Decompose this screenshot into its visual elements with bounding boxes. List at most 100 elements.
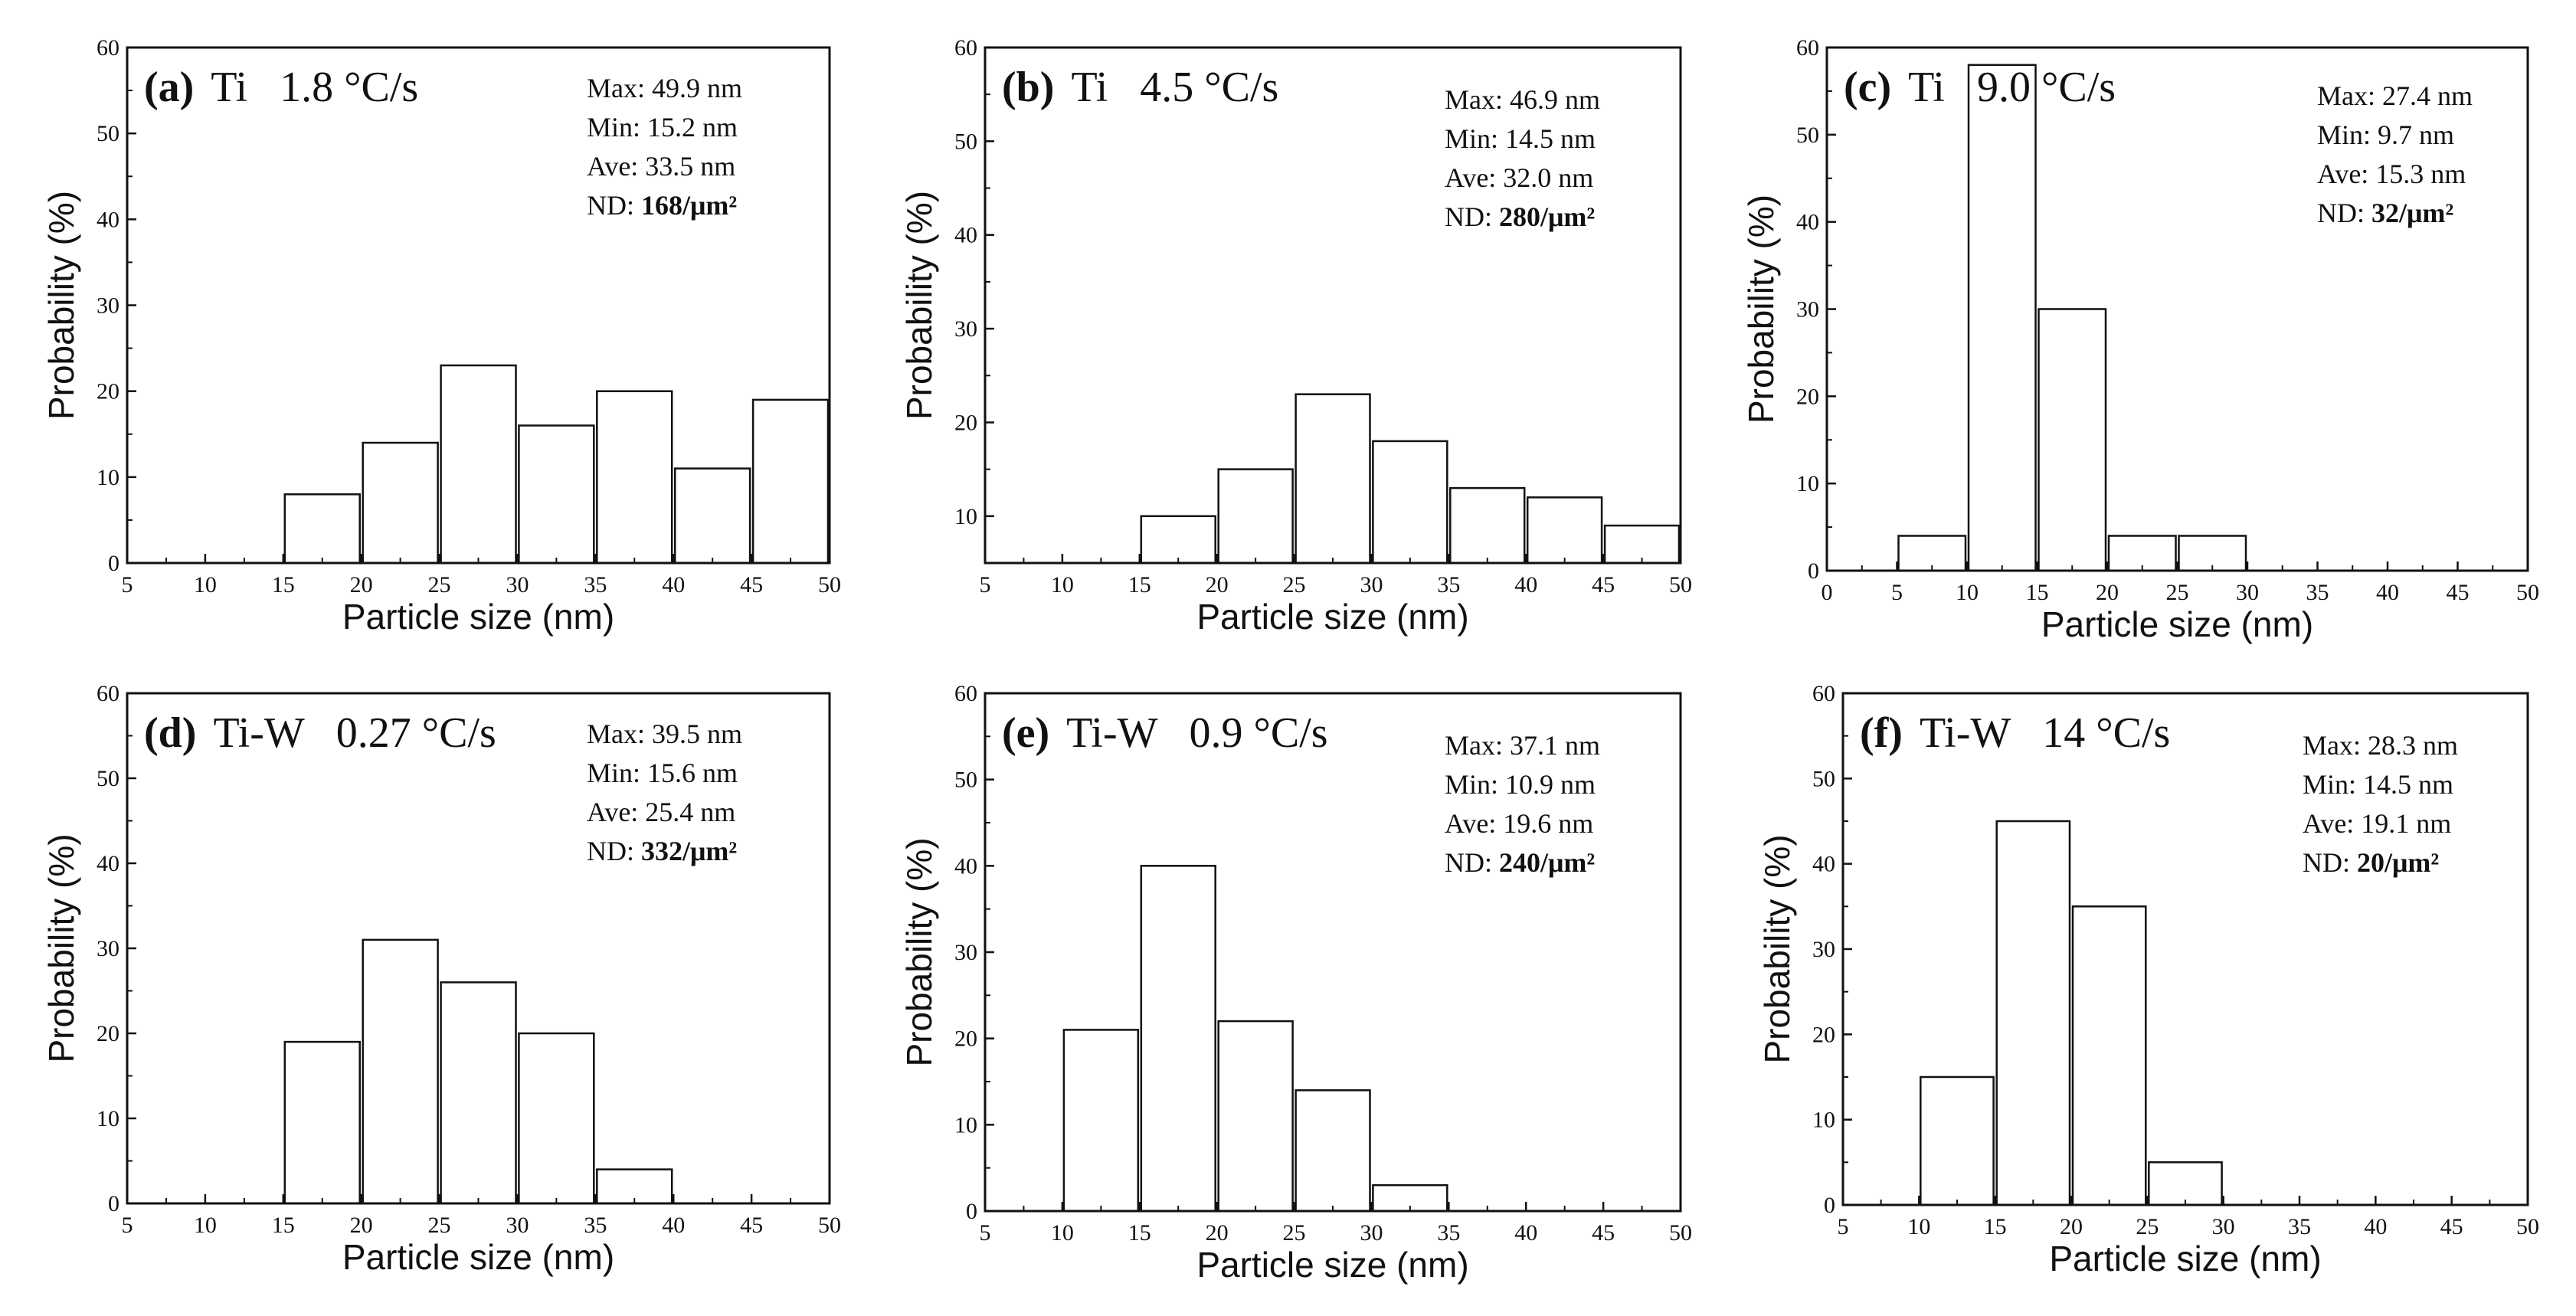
x-tick-label-40: 40: [2364, 1214, 2387, 1239]
panel-e: 5 10 15 20 25 30 35 40 45 50 0 10 20 30 40 50 60 Particle…: [899, 681, 1692, 1285]
bar-40-45: [673, 467, 751, 565]
stat-nd-value: 240/μm²: [1499, 847, 1595, 878]
y-tick-label-10: 10: [954, 1112, 977, 1138]
y-tick-label-0: 0: [1808, 558, 1819, 584]
stat-ave: Ave: 25.4 nm: [587, 797, 735, 827]
stat-max: Max: 46.9 nm: [1445, 84, 1600, 115]
bar-25-30: [1295, 1089, 1371, 1213]
bar-25-30: [440, 981, 517, 1205]
x-tick-label-5: 5: [980, 572, 991, 597]
x-tick-label-15: 15: [1984, 1214, 2007, 1239]
x-tick-label-5: 5: [122, 1213, 133, 1238]
y-axis-label: Probability (%): [899, 837, 939, 1066]
x-tick-label-20: 20: [1206, 1220, 1229, 1246]
bar-15-20: [1995, 820, 2071, 1206]
y-axis-label: Probability (%): [899, 191, 939, 420]
x-tick-label-10: 10: [194, 572, 217, 597]
y-tick-label-10: 10: [97, 1106, 119, 1131]
y-tick-label-50: 50: [1812, 766, 1835, 791]
stat-max: Max: 49.9 nm: [587, 73, 742, 103]
stat-min: Min: 15.2 nm: [587, 112, 738, 142]
x-tick-label-40: 40: [1514, 572, 1537, 597]
x-tick-label-35: 35: [2288, 1214, 2311, 1239]
stat-min: Min: 14.5 nm: [2303, 769, 2453, 800]
x-tick-label-30: 30: [506, 1213, 529, 1238]
y-axis-label: Probability (%): [1757, 834, 1797, 1063]
y-tick-label-50: 50: [954, 129, 977, 154]
x-tick-label-25: 25: [1283, 1220, 1306, 1246]
x-tick-label-20: 20: [2096, 580, 2119, 605]
stat-nd: ND: 168/μm²: [587, 190, 737, 221]
y-tick-label-0: 0: [1824, 1193, 1835, 1218]
y-tick-label-60: 60: [97, 35, 119, 61]
x-tick-label-0: 0: [1822, 580, 1833, 605]
panel-condition: Ti 1.8 °C/s: [211, 64, 418, 111]
x-tick-label-25: 25: [2136, 1214, 2159, 1239]
bar-25-30: [2178, 535, 2247, 572]
bar-20-25: [1217, 468, 1294, 565]
y-tick-label-60: 60: [97, 681, 119, 706]
stat-ave: Ave: 32.0 nm: [1445, 162, 1593, 193]
x-tick-label-25: 25: [2166, 580, 2189, 605]
x-tick-label-15: 15: [272, 1213, 295, 1238]
stat-nd-label: ND:: [2317, 198, 2371, 228]
y-tick-label-0: 0: [966, 1199, 977, 1224]
x-tick-label-30: 30: [1360, 572, 1383, 597]
y-tick-label-50: 50: [1796, 123, 1819, 148]
panel-condition: Ti-W 14 °C/s: [1920, 709, 2170, 757]
x-tick-label-5: 5: [980, 1220, 991, 1246]
x-tick-label-50: 50: [818, 572, 841, 597]
stat-nd-label: ND:: [1445, 847, 1499, 878]
x-axis-label: Particle size (nm): [1196, 1245, 1468, 1285]
stat-nd: ND: 32/μm²: [2317, 198, 2453, 228]
bar-25-30: [2148, 1161, 2223, 1206]
panel-title: (d) Ti-W 0.27 °C/s: [144, 709, 496, 757]
y-tick-label-20: 20: [954, 410, 977, 435]
y-tick-label-30: 30: [954, 316, 977, 342]
x-tick-label-25: 25: [428, 1213, 451, 1238]
y-axis-label: Probability (%): [1741, 195, 1781, 424]
y-tick-label-20: 20: [954, 1026, 977, 1052]
x-tick-label-40: 40: [662, 572, 685, 597]
x-tick-label-10: 10: [1051, 572, 1074, 597]
stat-max: Max: 28.3 nm: [2303, 730, 2458, 761]
bar-20-25: [1217, 1020, 1294, 1213]
x-tick-label-5: 5: [1838, 1214, 1849, 1239]
bar-20-25: [362, 441, 439, 565]
panel-title: (b) Ti 4.5 °C/s: [1002, 64, 1278, 111]
stat-nd-value: 20/μm²: [2357, 847, 2439, 878]
x-tick-label-45: 45: [1592, 572, 1615, 597]
y-axis-label: Probability (%): [41, 191, 81, 420]
x-axis-label: Particle size (nm): [342, 1237, 614, 1277]
panel-letter: (e): [1002, 709, 1049, 757]
x-axis-label: Particle size (nm): [1196, 597, 1468, 637]
y-tick-label-50: 50: [97, 121, 119, 146]
y-tick-label-10: 10: [1796, 471, 1819, 496]
bar-15-20: [1140, 515, 1216, 565]
bar-30-35: [518, 424, 595, 565]
bar-20-25: [362, 938, 439, 1205]
panel-condition: Ti 4.5 °C/s: [1071, 64, 1278, 111]
y-tick-label-60: 60: [1812, 681, 1835, 706]
panel-d: 5 10 15 20 25 30 35 40 45 50 0 10 20 30 40 50 60 Particle…: [41, 681, 841, 1277]
panel-condition: Ti-W 0.9 °C/s: [1066, 709, 1327, 757]
x-axis-label: Particle size (nm): [2049, 1239, 2321, 1278]
x-tick-label-20: 20: [2060, 1214, 2083, 1239]
stat-nd-label: ND:: [587, 190, 641, 221]
y-tick-label-20: 20: [1796, 384, 1819, 409]
bar-15-20: [1140, 865, 1216, 1213]
x-tick-label-5: 5: [122, 572, 133, 597]
stat-ave: Ave: 15.3 nm: [2317, 159, 2466, 189]
stat-max: Max: 39.5 nm: [587, 719, 742, 749]
x-tick-label-15: 15: [1128, 1220, 1151, 1246]
x-tick-label-20: 20: [350, 572, 373, 597]
x-tick-label-35: 35: [1437, 572, 1460, 597]
bar-15-20: [283, 493, 361, 565]
stat-nd-value: 168/μm²: [641, 190, 737, 221]
stat-ave: Ave: 19.6 nm: [1445, 808, 1593, 839]
y-tick-label-60: 60: [1796, 35, 1819, 61]
bar-35-40: [596, 390, 673, 565]
stat-ave: Ave: 33.5 nm: [587, 151, 735, 182]
x-tick-label-20: 20: [350, 1213, 373, 1238]
x-tick-label-20: 20: [1206, 572, 1229, 597]
